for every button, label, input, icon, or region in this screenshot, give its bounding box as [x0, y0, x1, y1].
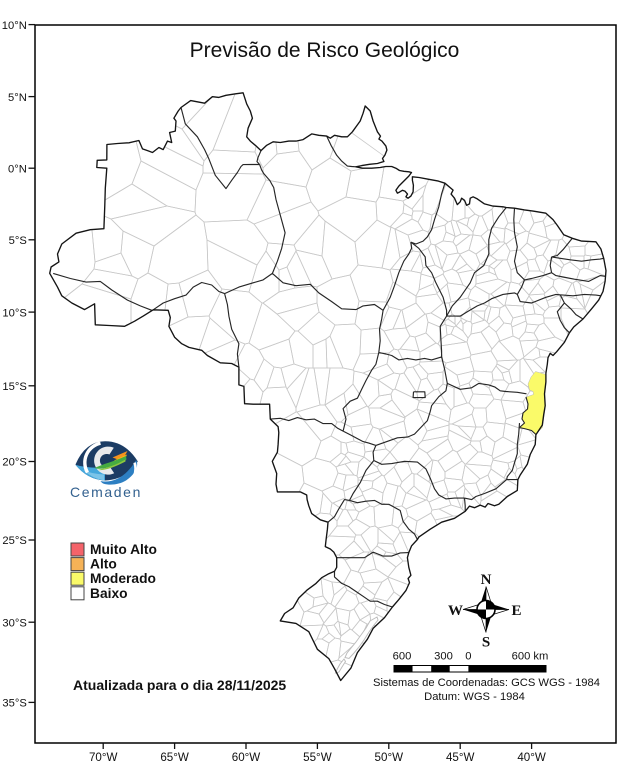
svg-text:50°W: 50°W: [375, 751, 404, 764]
svg-text:Baixo: Baixo: [90, 586, 128, 601]
svg-text:30°S: 30°S: [2, 617, 26, 629]
svg-text:Alto: Alto: [90, 557, 117, 572]
svg-text:E: E: [511, 603, 521, 619]
svg-text:600: 600: [393, 651, 412, 663]
svg-text:5°N: 5°N: [8, 92, 27, 104]
svg-text:S: S: [482, 635, 490, 651]
svg-text:Atualizada para o dia 28/11/20: Atualizada para o dia 28/11/2025: [73, 677, 286, 693]
svg-text:15°S: 15°S: [2, 381, 26, 393]
svg-text:65°W: 65°W: [160, 751, 189, 764]
svg-text:W: W: [448, 603, 463, 619]
svg-text:55°W: 55°W: [303, 751, 332, 764]
svg-text:35°S: 35°S: [2, 698, 26, 710]
svg-text:Sistemas de Coordenadas: GCS W: Sistemas de Coordenadas: GCS WGS - 1984: [373, 677, 600, 689]
svg-text:20°S: 20°S: [2, 457, 26, 469]
svg-text:600 km: 600 km: [512, 651, 549, 663]
svg-text:5°S: 5°S: [9, 235, 27, 247]
svg-text:10°N: 10°N: [2, 20, 27, 32]
svg-text:40°W: 40°W: [517, 751, 546, 764]
svg-text:0: 0: [465, 651, 471, 663]
svg-text:0°N: 0°N: [8, 163, 27, 175]
svg-text:300: 300: [434, 651, 453, 663]
svg-text:45°W: 45°W: [446, 751, 475, 764]
svg-text:Previsão de Risco Geológico: Previsão de Risco Geológico: [190, 39, 460, 62]
svg-text:Moderado: Moderado: [90, 571, 156, 586]
svg-text:10°S: 10°S: [2, 307, 26, 319]
svg-text:60°W: 60°W: [232, 751, 261, 764]
svg-text:Datum: WGS - 1984: Datum: WGS - 1984: [424, 691, 525, 703]
svg-text:Muito Alto: Muito Alto: [90, 542, 157, 557]
svg-text:70°W: 70°W: [89, 751, 118, 764]
svg-text:25°S: 25°S: [2, 535, 26, 547]
svg-text:Cemaden: Cemaden: [70, 484, 142, 500]
svg-text:N: N: [481, 572, 492, 588]
